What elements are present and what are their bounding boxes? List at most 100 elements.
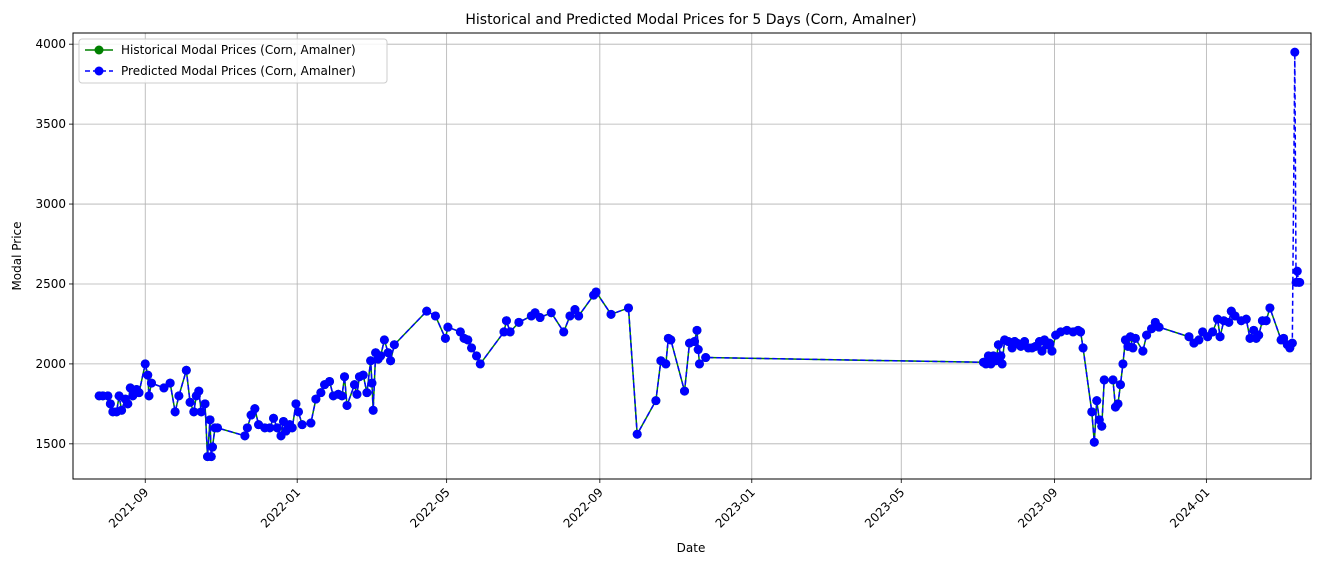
predicted-point bbox=[499, 327, 509, 337]
predicted-point bbox=[337, 391, 347, 401]
predicted-point bbox=[291, 399, 301, 409]
predicted-point bbox=[358, 370, 368, 380]
predicted-series-line bbox=[99, 51, 1300, 458]
predicted-point bbox=[316, 388, 326, 398]
predicted-point bbox=[1078, 343, 1088, 353]
legend: Historical Modal Prices (Corn, Amalner) … bbox=[78, 38, 388, 84]
predicted-point bbox=[1097, 421, 1107, 431]
predicted-point bbox=[174, 391, 184, 401]
predicted-point bbox=[666, 335, 676, 345]
predicted-point bbox=[342, 400, 352, 410]
predicted-point bbox=[144, 391, 154, 401]
predicted-point bbox=[200, 399, 210, 409]
predicted-point bbox=[311, 394, 321, 404]
predicted-point bbox=[134, 388, 144, 398]
predicted-point bbox=[692, 325, 702, 335]
predicted-point bbox=[349, 380, 359, 390]
predicted-point bbox=[422, 306, 432, 316]
predicted-point bbox=[1108, 375, 1118, 385]
legend-historical-label: Historical Modal Prices (Corn, Amalner) bbox=[121, 43, 356, 57]
axes-frame bbox=[72, 32, 1312, 480]
predicted-point bbox=[430, 311, 440, 321]
predicted-point bbox=[103, 391, 113, 401]
predicted-point bbox=[242, 423, 252, 433]
predicted-point bbox=[514, 317, 524, 327]
predicted-point bbox=[170, 407, 180, 417]
predicted-point bbox=[376, 351, 386, 361]
predicted-point bbox=[1089, 437, 1099, 447]
predicted-point bbox=[1047, 346, 1057, 356]
legend-predicted-marker bbox=[94, 66, 104, 76]
predicted-point bbox=[996, 351, 1006, 361]
legend-predicted-label: Predicted Modal Prices (Corn, Amalner) bbox=[121, 64, 356, 78]
predicted-point bbox=[206, 452, 216, 462]
predicted-point bbox=[1208, 327, 1218, 337]
predicted-point bbox=[240, 431, 250, 441]
predicted-point bbox=[1154, 322, 1164, 332]
predicted-point bbox=[632, 429, 642, 439]
predicted-point bbox=[505, 327, 515, 337]
predicted-point bbox=[159, 383, 169, 393]
predicted-point bbox=[1087, 407, 1097, 417]
predicted-point bbox=[1241, 314, 1251, 324]
y-axis-label: Modal Price bbox=[10, 221, 24, 290]
predicted-point bbox=[606, 309, 616, 319]
predicted-point bbox=[1142, 330, 1152, 340]
x-tick-label: 2024-01 bbox=[1167, 485, 1212, 530]
plot-area bbox=[94, 47, 1305, 462]
x-tick-label: 2022-05 bbox=[407, 485, 452, 530]
predicted-point bbox=[117, 405, 127, 415]
predicted-point bbox=[1076, 327, 1086, 337]
x-tick-label: 2022-01 bbox=[258, 485, 303, 530]
predicted-point bbox=[1254, 330, 1264, 340]
predicted-point bbox=[379, 335, 389, 345]
predicted-point bbox=[1230, 311, 1240, 321]
predicted-point bbox=[196, 407, 206, 417]
predicted-point bbox=[123, 399, 133, 409]
predicted-point bbox=[689, 337, 699, 347]
y-tick-label: 4000 bbox=[35, 37, 66, 51]
predicted-point bbox=[472, 351, 482, 361]
predicted-point bbox=[362, 388, 372, 398]
y-axis-ticks: 1500 2000 2500 3000 3500 4000 bbox=[35, 37, 73, 451]
predicted-point bbox=[701, 353, 711, 363]
predicted-point bbox=[140, 359, 150, 369]
y-tick-label: 1500 bbox=[35, 437, 66, 451]
predicted-point bbox=[591, 287, 601, 297]
legend-box bbox=[78, 38, 388, 84]
predicted-point bbox=[146, 378, 156, 388]
predicted-point bbox=[997, 359, 1007, 369]
predicted-point bbox=[265, 423, 275, 433]
x-tick-label: 2022-09 bbox=[561, 485, 606, 530]
predicted-point bbox=[1092, 396, 1102, 406]
predicted-point bbox=[1224, 317, 1234, 327]
predicted-point bbox=[367, 378, 377, 388]
predicted-point bbox=[501, 316, 511, 326]
predicted-point bbox=[651, 396, 661, 406]
predicted-point bbox=[1287, 338, 1297, 348]
x-tick-label: 2021-09 bbox=[106, 485, 151, 530]
predicted-point bbox=[1115, 380, 1125, 390]
predicted-point bbox=[212, 423, 222, 433]
predicted-point bbox=[1118, 359, 1128, 369]
predicted-point bbox=[574, 311, 584, 321]
predicted-point bbox=[467, 343, 477, 353]
predicted-point bbox=[1184, 332, 1194, 342]
predicted-point bbox=[1194, 335, 1204, 345]
predicted-point bbox=[1261, 316, 1271, 326]
x-tick-label: 2023-01 bbox=[713, 485, 758, 530]
predicted-point bbox=[389, 340, 399, 350]
predicted-point bbox=[205, 415, 215, 425]
predicted-point bbox=[546, 308, 556, 318]
legend-historical-marker bbox=[94, 45, 104, 55]
predicted-point bbox=[1037, 346, 1047, 356]
predicted-point bbox=[680, 386, 690, 396]
predicted-point bbox=[105, 399, 115, 409]
predicted-point bbox=[623, 303, 633, 313]
predicted-point bbox=[366, 356, 376, 366]
predicted-point bbox=[269, 413, 279, 423]
predicted-point bbox=[207, 442, 217, 452]
predicted-point bbox=[1138, 346, 1148, 356]
predicted-point bbox=[993, 340, 1003, 350]
